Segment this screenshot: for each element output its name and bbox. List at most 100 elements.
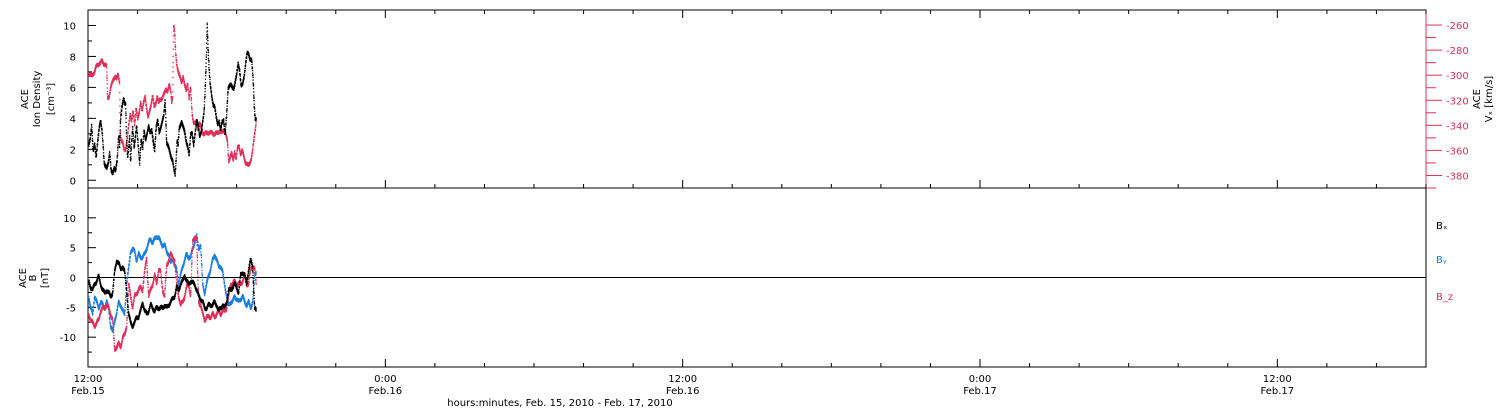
density-series-point: [97, 134, 100, 136]
density-series-point: [224, 132, 226, 135]
by-series-point: [110, 325, 112, 327]
by-series-point: [108, 316, 111, 318]
vx-series-point: [142, 104, 145, 106]
density-series-point: [183, 126, 185, 128]
by-series-point: [113, 324, 115, 326]
density-series-point: [161, 124, 163, 126]
density-series: [88, 22, 257, 177]
density-series-point: [208, 67, 210, 69]
density-series-point: [176, 145, 178, 147]
density-series-point: [175, 167, 177, 169]
density-series-point: [215, 112, 217, 115]
vx-series-point: [235, 154, 237, 157]
vx-series-point: [94, 71, 96, 73]
density-series-point: [166, 140, 168, 143]
density-series-point: [204, 95, 206, 98]
vx-series-point: [124, 149, 127, 151]
density-series-point: [220, 129, 222, 131]
by-series-point: [117, 305, 119, 307]
density-series-point: [159, 130, 161, 132]
vx-series-point: [106, 94, 109, 96]
density-series-point: [181, 122, 184, 125]
density-series-point: [237, 66, 239, 68]
vx-series-point: [124, 150, 127, 152]
density-series-point: [244, 67, 246, 69]
vx-series-point: [106, 77, 108, 79]
density-series-point: [115, 166, 117, 168]
density-series-point: [95, 151, 97, 153]
vx-series-point: [152, 95, 154, 97]
vx-series-point: [95, 68, 97, 70]
by-series-point: [147, 244, 149, 246]
density-series-point: [154, 140, 156, 143]
vx-series-point: [190, 89, 192, 91]
density-series-point: [119, 139, 121, 141]
by-series-point: [131, 251, 133, 253]
by-series-point: [126, 281, 128, 283]
vx-series-point: [143, 98, 145, 100]
density-series-point: [125, 114, 127, 117]
vx-series-point: [153, 103, 155, 105]
density-series-point: [177, 144, 179, 146]
vx-series-point: [120, 137, 122, 140]
density-series-point: [119, 129, 121, 131]
vx-series-point: [232, 156, 234, 158]
by-series-point: [95, 297, 97, 299]
density-series-point: [129, 154, 131, 156]
vx-series-point: [119, 105, 121, 107]
by-series-point: [108, 311, 110, 313]
vx-series-point: [172, 71, 174, 73]
by-series-point: [93, 302, 95, 304]
density-series-point: [117, 149, 119, 151]
by-series-point: [127, 273, 129, 275]
vx-series-point: [122, 143, 124, 146]
density-series-point: [206, 35, 209, 37]
vx-series-point: [175, 54, 177, 57]
vx-series-point: [161, 98, 164, 100]
vx-series-point: [158, 102, 160, 104]
by-series-point: [99, 304, 101, 306]
vx-series-point: [130, 115, 132, 117]
density-series-point: [255, 117, 257, 119]
density-series-point: [123, 100, 126, 102]
density-series-point: [125, 113, 127, 115]
vx-series-point: [152, 96, 154, 98]
density-series-point: [212, 102, 214, 104]
density-series-point: [237, 63, 240, 65]
density-series-point: [172, 160, 174, 163]
density-series-point: [135, 130, 137, 132]
density-series-point: [160, 127, 162, 129]
density-series-point: [142, 144, 144, 146]
density-series-point: [252, 76, 254, 79]
vx-series-point: [109, 90, 112, 92]
density-series-point: [95, 152, 97, 155]
density-series-point: [119, 134, 121, 137]
vx-series-point: [251, 153, 253, 155]
density-series-point: [185, 135, 187, 138]
density-series-point: [106, 166, 108, 169]
density-series-point: [140, 140, 143, 142]
vx-series-point: [162, 97, 164, 99]
by-series-point: [135, 257, 137, 260]
vx-series-point: [122, 142, 124, 144]
vx-series-point: [236, 150, 238, 152]
vx-series-point: [184, 83, 186, 85]
density-series-point: [119, 121, 122, 123]
density-series-point: [88, 145, 90, 147]
density-series-point: [253, 107, 256, 109]
density-series-point: [253, 91, 255, 93]
density-series-point: [169, 149, 171, 151]
by-series-point: [96, 299, 98, 301]
by-series-point: [144, 253, 146, 255]
vx-series-point: [101, 58, 103, 60]
vx-series-point: [144, 94, 146, 96]
density-series-point: [152, 141, 155, 143]
by-series-point: [88, 298, 90, 300]
density-series-point: [195, 122, 197, 124]
density-series-point: [91, 137, 93, 140]
density-series-point: [192, 136, 194, 138]
density-series-point: [173, 166, 175, 169]
density-series-point: [110, 162, 112, 164]
density-series-point: [113, 165, 115, 168]
density-series-point: [119, 125, 121, 128]
